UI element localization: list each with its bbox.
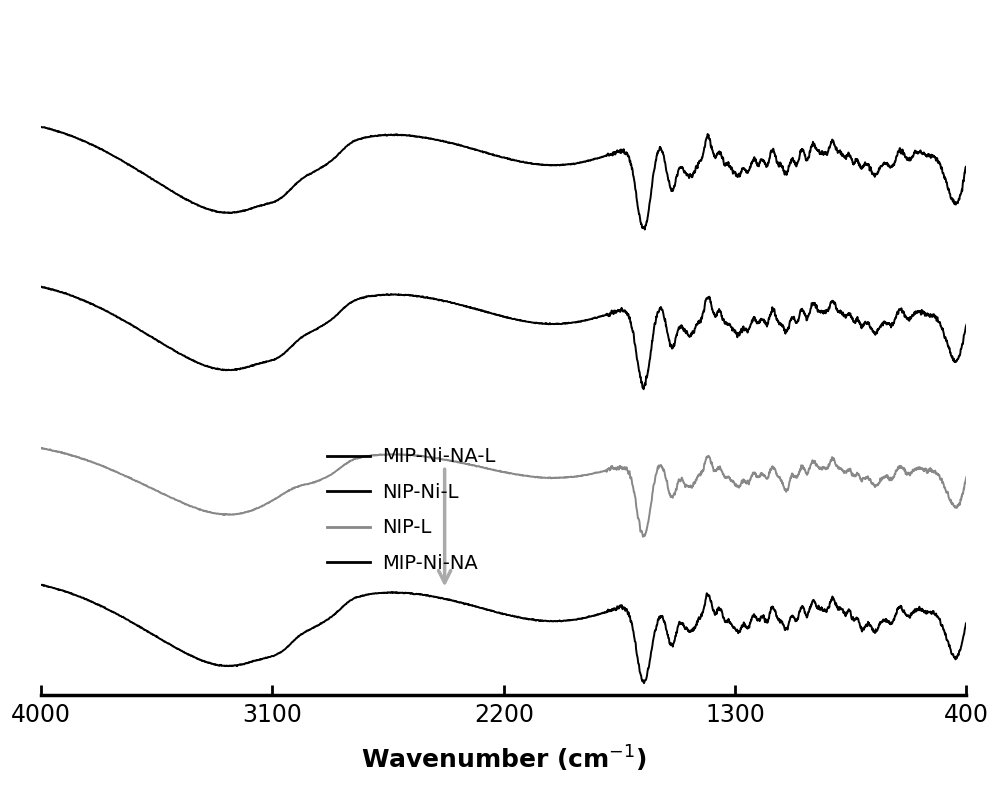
Legend: MIP-Ni-NA-L, NIP-Ni-L, NIP-L, MIP-Ni-NA: MIP-Ni-NA-L, NIP-Ni-L, NIP-L, MIP-Ni-NA (320, 440, 503, 581)
X-axis label: Wavenumber (cm$^{-1}$): Wavenumber (cm$^{-1}$) (361, 743, 647, 774)
